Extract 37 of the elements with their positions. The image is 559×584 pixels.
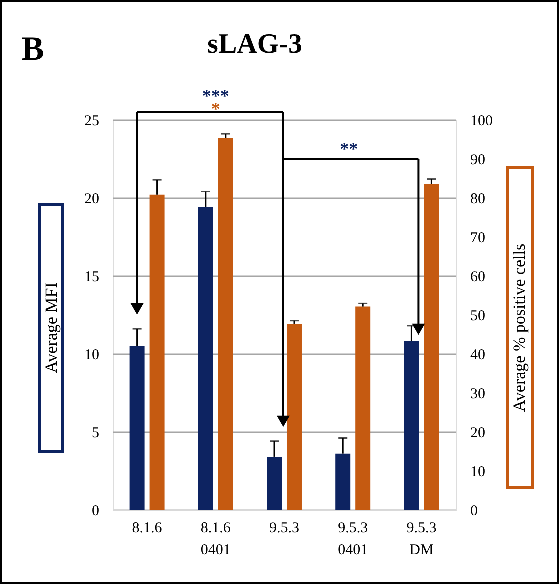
annotation: **: [340, 139, 358, 159]
bar: [198, 207, 214, 510]
y2-tick-label: 70: [470, 230, 486, 246]
y-tick-label: 5: [92, 426, 100, 442]
y2-tick-label: 50: [470, 308, 486, 324]
x-tick-label: 9.5.3: [270, 520, 300, 536]
bar: [150, 194, 165, 510]
y2-tick-label: 90: [470, 152, 486, 168]
x-tick-label: 8.1.6: [132, 520, 163, 536]
bar: [287, 324, 302, 510]
y2-tick-label: 100: [470, 114, 493, 130]
y-tick-label: 25: [84, 114, 100, 130]
y-tick-label: 0: [92, 504, 100, 520]
y2-axis-title: Average % positive cells: [510, 244, 529, 412]
x-tick-label: 9.5.3 DM: [406, 520, 437, 558]
chart-title: sLAG-3: [208, 29, 302, 60]
x-tick-label: 8.1.6 0401: [200, 520, 232, 558]
bar: [356, 306, 371, 510]
y2-tick-label: 0: [470, 504, 478, 520]
text: B: [22, 31, 44, 68]
y2-tick-label: 30: [470, 386, 486, 402]
bar: [267, 456, 282, 510]
bar: [424, 184, 440, 510]
y2-tick-label: 10: [470, 464, 486, 480]
y2-tick-label: 40: [470, 348, 486, 364]
bar: [218, 138, 234, 510]
y-tick-label: 15: [84, 270, 100, 286]
y-axis-title: Average MFI: [42, 282, 61, 374]
bar: [130, 346, 145, 510]
y-tick-label: 10: [84, 348, 100, 364]
y2-tick-label: 20: [470, 426, 486, 442]
y2-tick-label: 80: [470, 192, 486, 208]
bar: [404, 342, 420, 510]
y2-tick-label: 60: [470, 270, 486, 286]
x-tick-label: 9.5.3 0401: [338, 520, 368, 558]
bar: [336, 454, 351, 510]
y-tick-label: 20: [84, 192, 100, 208]
